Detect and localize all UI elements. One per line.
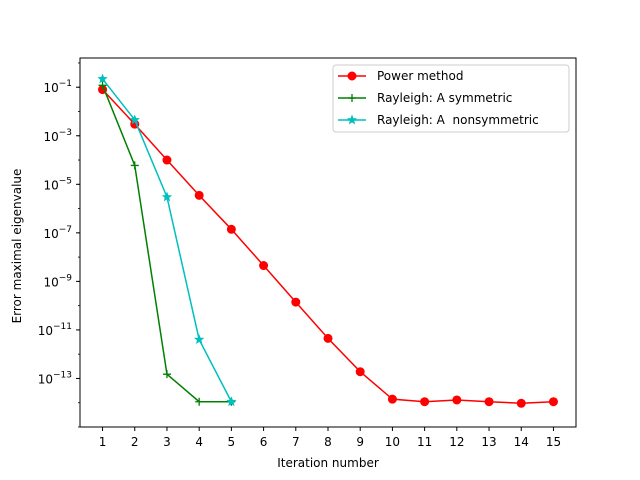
x-tick-label: 10 <box>385 435 400 449</box>
data-point <box>130 161 139 170</box>
x-tick-label: 4 <box>195 435 203 449</box>
y-tick-label: 10−13 <box>38 370 72 386</box>
legend: Power method Rayleigh: A symmetric Rayleig… <box>332 64 570 133</box>
y-tick-label: 10−1 <box>43 79 72 95</box>
data-point <box>194 190 204 200</box>
data-point <box>195 397 204 406</box>
data-point <box>452 395 462 405</box>
legend-label: Power method <box>377 69 463 83</box>
data-point <box>226 224 236 234</box>
x-tick-label: 12 <box>449 435 464 449</box>
data-point <box>259 261 269 271</box>
x-tick-label: 9 <box>356 435 364 449</box>
x-tick-label: 3 <box>163 435 171 449</box>
y-tick-label: 10−7 <box>43 225 72 241</box>
data-point <box>162 370 171 379</box>
x-tick-label: 2 <box>131 435 139 449</box>
legend-marker <box>346 114 358 125</box>
data-point <box>162 155 172 165</box>
x-tick-label: 5 <box>228 435 236 449</box>
x-tick-label: 13 <box>481 435 496 449</box>
data-point <box>387 394 397 404</box>
data-point <box>484 397 494 407</box>
series-0 <box>98 85 558 408</box>
x-tick-label: 15 <box>546 435 561 449</box>
x-tick-label: 11 <box>417 435 432 449</box>
x-tick-label: 1 <box>99 435 107 449</box>
legend-label: Rayleigh: A nonsymmetric <box>377 113 539 127</box>
x-tick-label: 6 <box>260 435 268 449</box>
legend-marker <box>347 71 357 81</box>
data-point <box>323 333 333 343</box>
data-point <box>516 398 526 408</box>
x-tick-label: 14 <box>514 435 529 449</box>
y-tick-label: 10−5 <box>43 176 72 192</box>
plot-area: 1 2 3 4 5 6 7 8 9 10 11 12 13 14 1510−110−310−510−710−… <box>38 57 577 449</box>
data-point <box>355 367 365 377</box>
series-2 <box>97 73 237 407</box>
legend-label: Rayleigh: A symmetric <box>377 91 512 105</box>
data-point <box>420 397 430 407</box>
x-axis-label: Iteration number <box>277 456 379 470</box>
y-tick-label: 10−3 <box>43 128 72 144</box>
data-point <box>97 73 108 84</box>
y-tick-label: 10−11 <box>38 322 72 338</box>
y-tick-label: 10−9 <box>43 273 72 289</box>
x-tick-label: 8 <box>324 435 332 449</box>
legend-marker <box>348 94 356 102</box>
data-point <box>161 191 173 202</box>
data-point <box>291 297 301 307</box>
y-axis-label: Error maximal eigenvalue <box>10 169 24 324</box>
data-point <box>98 81 107 90</box>
data-point <box>548 397 558 407</box>
data-point <box>226 396 237 407</box>
x-tick-label: 7 <box>292 435 300 449</box>
data-point <box>129 114 140 125</box>
legend-box <box>332 64 570 133</box>
series-1 <box>98 81 236 406</box>
data-point <box>194 334 205 344</box>
